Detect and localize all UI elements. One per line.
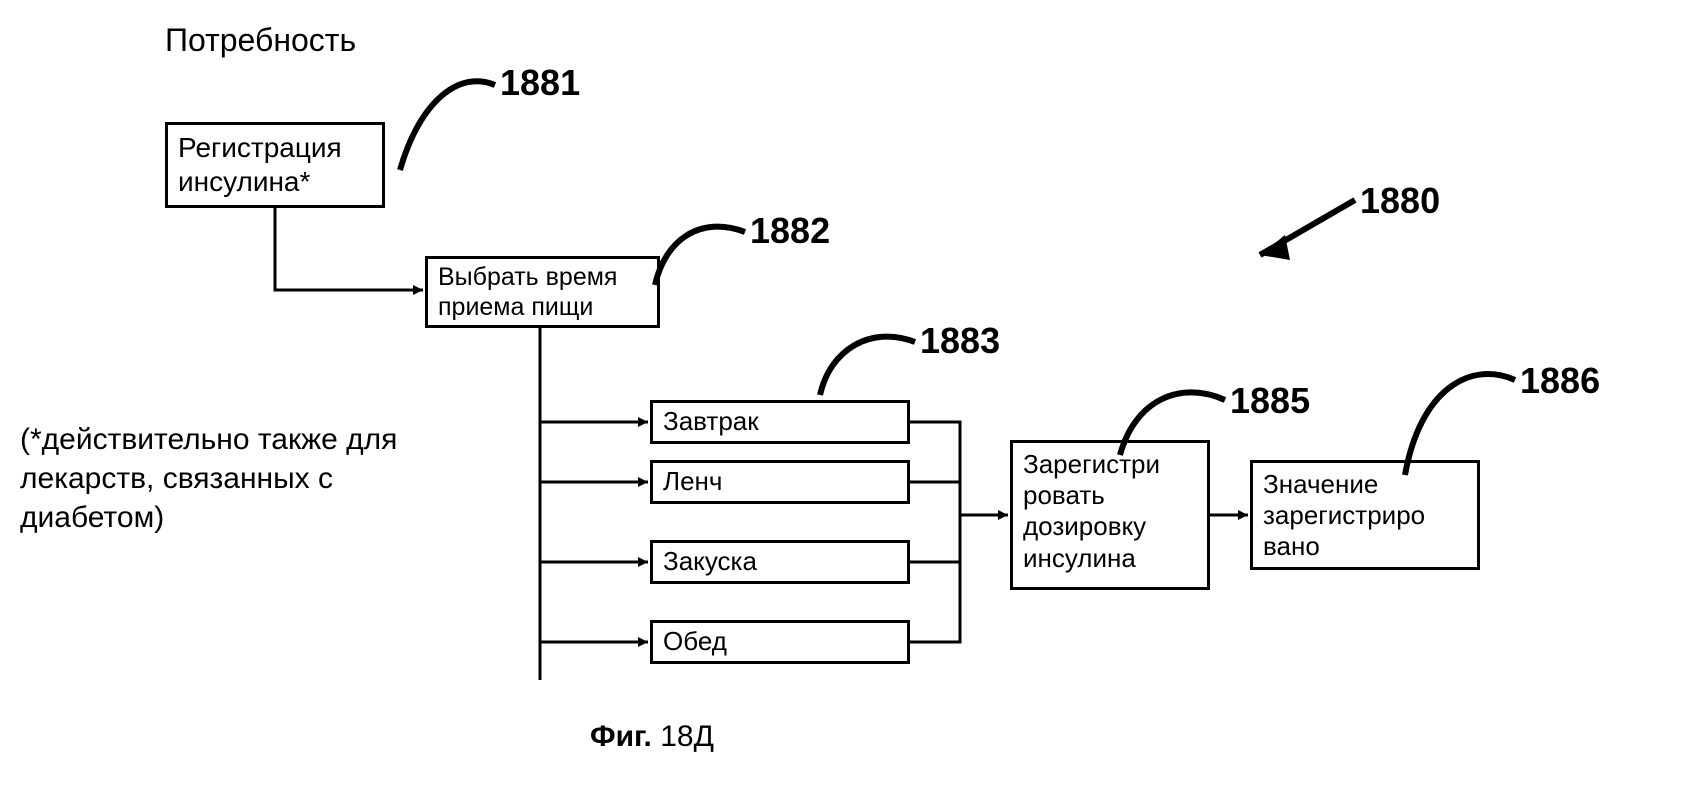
node-value-registered: Значение зарегистриро вано: [1250, 460, 1480, 570]
figure-caption: Фиг. 18Д: [590, 720, 714, 754]
diagram-title: Потребность: [165, 20, 356, 62]
caption-rest: 18Д: [652, 720, 714, 753]
node-select-meal-time: Выбрать время приема пищи: [425, 256, 660, 328]
callout-1882: 1882: [750, 210, 830, 252]
node-snack: Закуска: [650, 540, 910, 584]
callout-1886: 1886: [1520, 360, 1600, 402]
node-register-dosage: Зарегистри ровать дозировку инсулина: [1010, 440, 1210, 590]
callout-1883: 1883: [920, 320, 1000, 362]
node-registration: Регистрация инсулина*: [165, 122, 385, 208]
callout-1881: 1881: [500, 62, 580, 104]
callout-1880: 1880: [1360, 180, 1440, 222]
callout-1885: 1885: [1230, 380, 1310, 422]
node-breakfast: Завтрак: [650, 400, 910, 444]
connectors-svg: [0, 0, 1708, 796]
caption-bold: Фиг.: [590, 720, 652, 753]
node-dinner: Обед: [650, 620, 910, 664]
node-lunch: Ленч: [650, 460, 910, 504]
diagram-footnote: (*действительно также для лекарств, связ…: [20, 420, 430, 537]
